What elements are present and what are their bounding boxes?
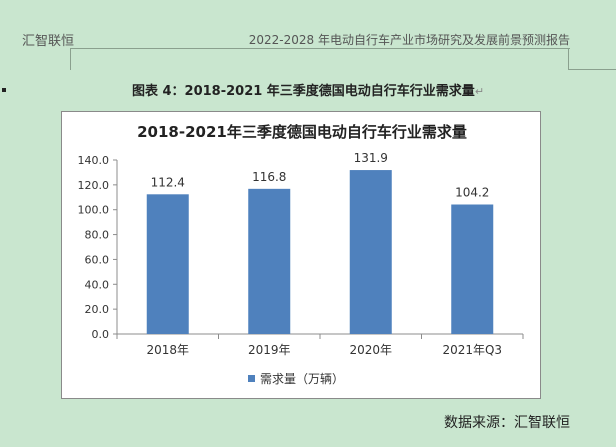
data-label: 116.8 [252,170,286,184]
data-label: 104.2 [455,185,489,199]
y-tick-label: 80.0 [85,229,110,242]
bar [451,204,494,334]
bar [146,194,189,334]
bar-chart: 2018-2021年三季度德国电动自行车行业需求量 0.0 20.0 40.0 60.0… [78,123,524,386]
header-corner-right [568,48,616,70]
y-tick-label: 20.0 [85,303,110,316]
y-tick-label: 120.0 [78,179,110,192]
chart-title: 2018-2021年三季度德国电动自行车行业需求量 [137,123,467,141]
bar [349,170,392,334]
data-source: 数据来源：汇智联恒 [444,415,570,431]
chart-container: 2018-2021年三季度德国电动自行车行业需求量 0.0 20.0 40.0 60.0… [61,111,541,399]
x-tick-label: 2019年 [248,343,291,357]
figure-caption-text: 图表 4：2018-2021 年三季度德国电动自行车行业需求量 [131,84,475,99]
y-tick-label: 140.0 [78,154,110,167]
data-label: 112.4 [151,175,185,189]
return-mark: ↵ [474,85,485,98]
bar [248,188,291,334]
y-tick-label: 0.0 [92,328,110,341]
y-tick-label: 40.0 [85,278,110,291]
legend-swatch [248,375,255,382]
x-tick-label: 2018年 [146,343,189,357]
legend-label: 需求量（万辆） [260,372,344,386]
header-right-text: 2022-2028 年电动自行车产业市场研究及发展前景预测报告 [248,33,570,47]
header-left-text: 汇智联恒 [22,34,75,49]
header-divider [70,48,570,49]
y-tick-label: 100.0 [78,204,110,217]
x-tick-label: 2020年 [349,343,392,357]
bullet-marker [2,88,6,92]
header-corner-left [58,48,71,70]
page-header: 汇智联恒 2022-2028 年电动自行车产业市场研究及发展前景预测报告 [0,0,616,70]
y-tick-label: 60.0 [85,253,110,266]
figure-caption: 图表 4：2018-2021 年三季度德国电动自行车行业需求量↵ [0,80,616,99]
data-label: 131.9 [354,151,388,165]
x-tick-label: 2021年Q3 [442,343,502,357]
